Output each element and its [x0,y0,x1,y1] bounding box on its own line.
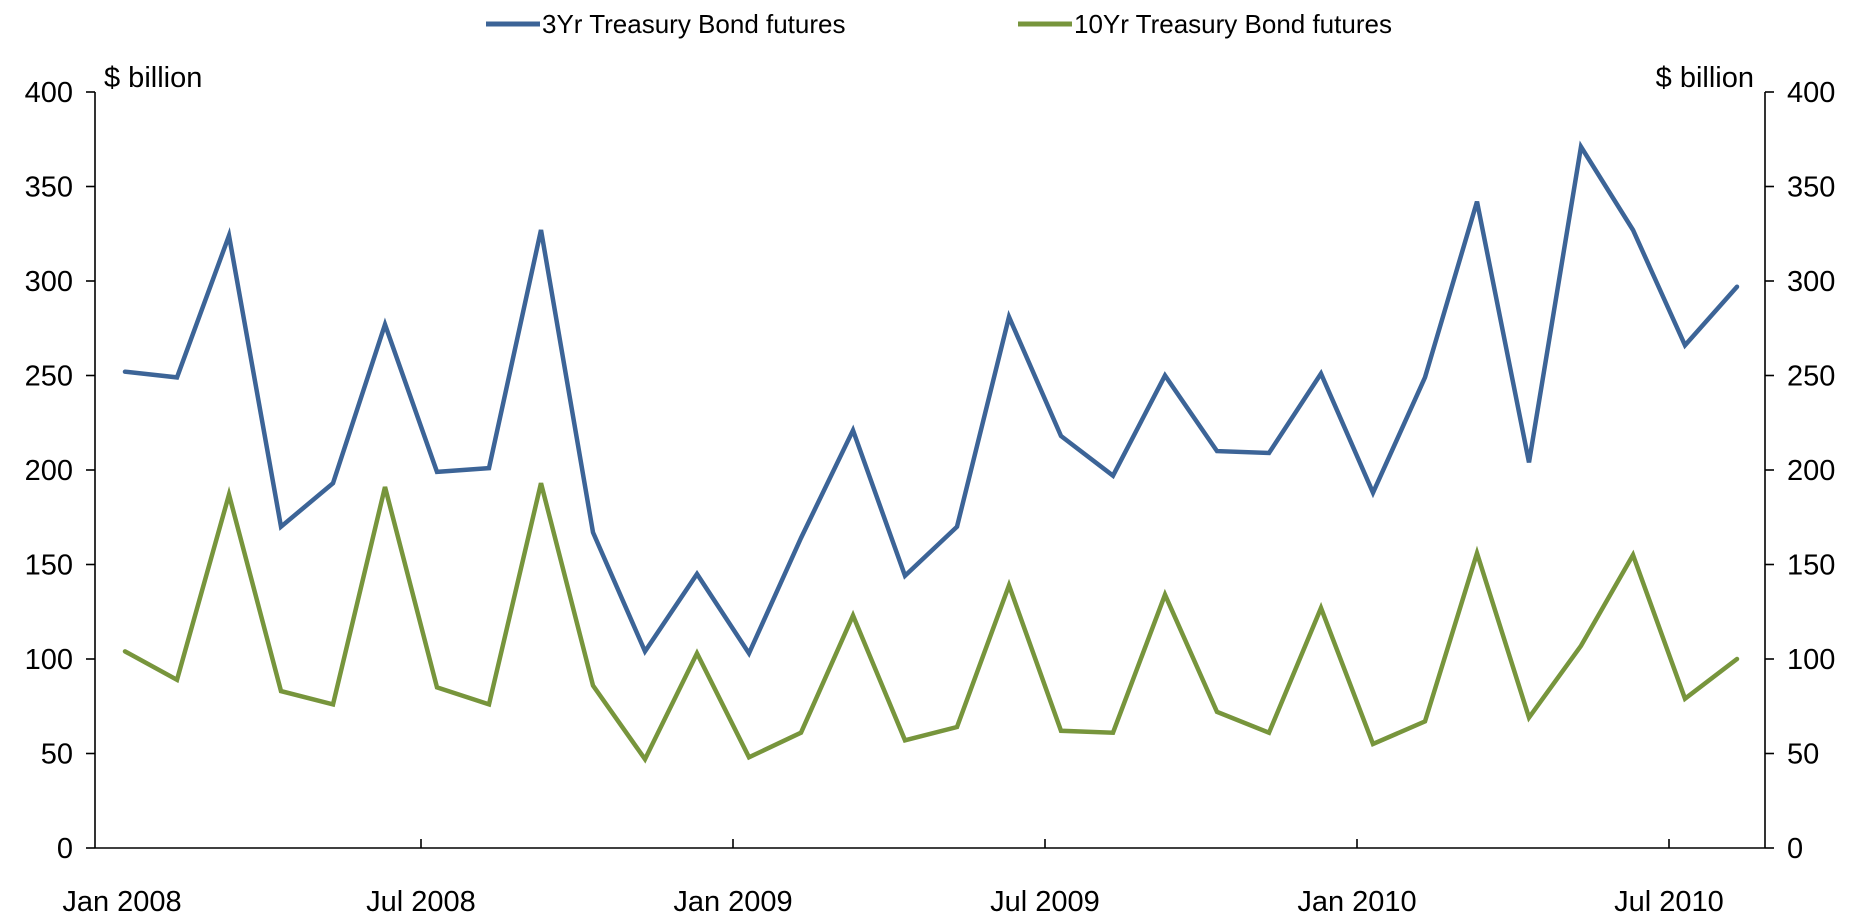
series-line-3yr [125,147,1737,654]
x-tick-label: Jan 2010 [1297,886,1416,917]
right-y-tick-label: 200 [1787,455,1835,487]
left-y-tick-label: 50 [41,739,73,771]
left-y-tick-label: 200 [25,455,73,487]
left-y-ticks: 0 50 100 150 200 250 300 350 400 [25,77,95,865]
left-y-tick-label: 150 [25,550,73,582]
series-points-10yr [125,483,1737,759]
x-tick-label: Jul 2010 [1614,886,1724,917]
series-points-3yr [125,147,1737,654]
x-tick-label: Jan 2009 [673,886,792,917]
right-y-tick-label: 50 [1787,739,1819,771]
left-y-tick-label: 350 [25,172,73,204]
legend-label-10yr: 10Yr Treasury Bond futures [1074,9,1392,39]
legend-label-3yr: 3Yr Treasury Bond futures [542,9,845,39]
series-layer [125,147,1737,760]
right-axis-unit-label: $ billion [1656,62,1754,94]
x-tick-label: Jan 2008 [62,886,181,917]
right-y-tick-label: 100 [1787,644,1835,676]
left-axis-unit-label: $ billion [104,62,202,94]
left-y-tick-label: 300 [25,266,73,298]
legend-item-3yr: 3Yr Treasury Bond futures [486,9,845,39]
legend: 3Yr Treasury Bond futures 10Yr Treasury … [486,9,1392,39]
left-y-tick-label: 250 [25,361,73,393]
x-tick-label: Jul 2009 [990,886,1100,917]
right-y-tick-label: 300 [1787,266,1835,298]
right-y-ticks: 0 50 100 150 200 250 300 350 400 [1765,77,1835,865]
left-y-tick-label: 100 [25,644,73,676]
x-ticks: Jan 2008 Jul 2008 Jan 2009 Jul 2009 Jan 2010… [62,839,1723,917]
x-tick-label: Jul 2008 [366,886,476,917]
right-y-tick-label: 400 [1787,77,1835,109]
series-line-10yr [125,483,1737,759]
right-y-tick-label: 150 [1787,550,1835,582]
legend-item-10yr: 10Yr Treasury Bond futures [1018,9,1392,39]
right-y-tick-label: 250 [1787,361,1835,393]
left-y-tick-label: 0 [57,833,73,865]
right-y-tick-label: 350 [1787,172,1835,204]
left-y-tick-label: 400 [25,77,73,109]
right-y-tick-label: 0 [1787,833,1803,865]
